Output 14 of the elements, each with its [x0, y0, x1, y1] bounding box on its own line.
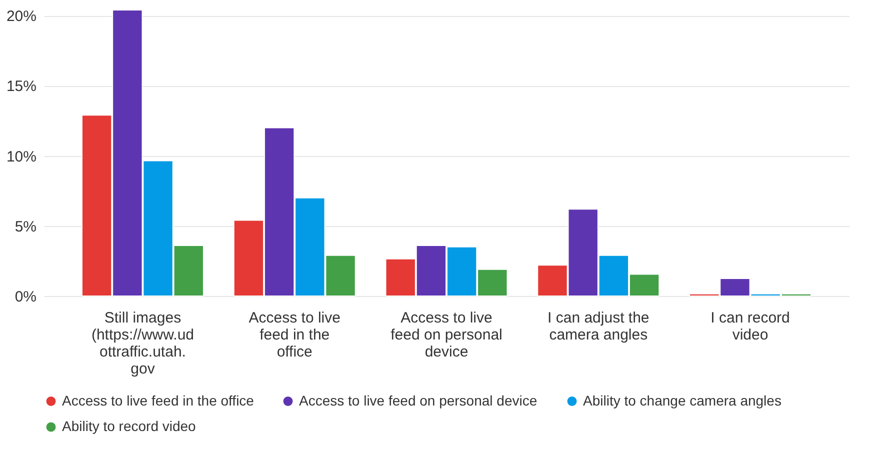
x-tick-label: I can record video — [710, 310, 790, 344]
x-tick-label: Still images (https://www.udottraffic.utah.gov — [91, 310, 194, 378]
y-tick-label: 15% — [6, 78, 36, 96]
x-tick-label: I can adjust the camera angles — [548, 310, 650, 344]
legend-label: Ability to change camera angles — [583, 392, 782, 408]
y-tick-label: 10% — [6, 148, 36, 166]
x-tick-label: Access to live feed on personal device — [390, 310, 502, 360]
legend-label: Access to live feed on personal device — [299, 392, 538, 408]
legend-label: Ability to record video — [62, 418, 196, 434]
y-tick-label: 0% — [14, 288, 36, 306]
x-tick-label: Access to live feed in the office — [248, 310, 340, 360]
y-tick-label: 5% — [14, 218, 36, 236]
legend-label: Access to live feed in the office — [62, 392, 254, 408]
y-tick-label: 20% — [6, 8, 36, 26]
